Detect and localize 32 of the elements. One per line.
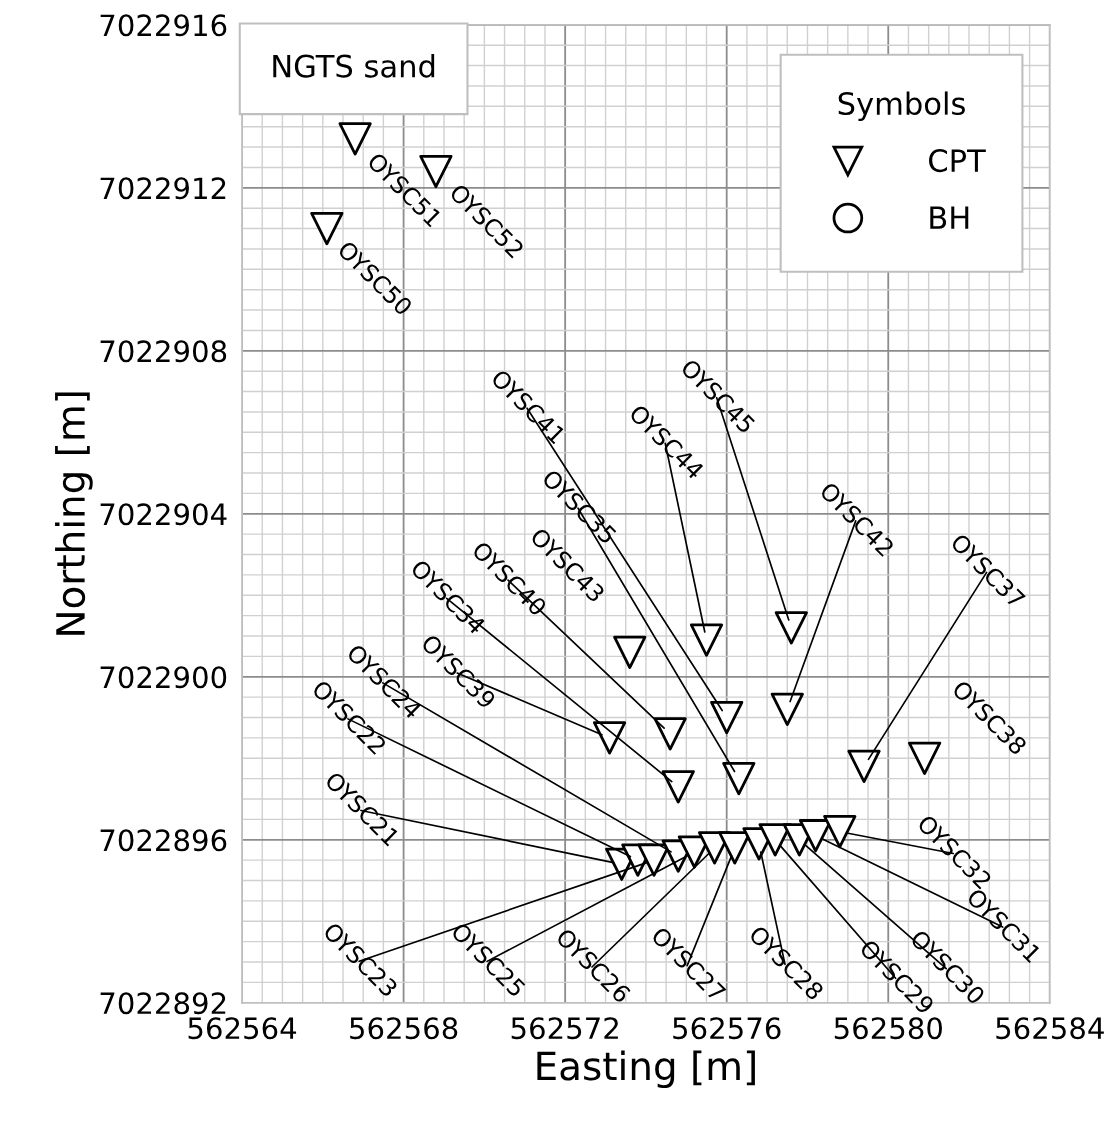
point (653, 717, 687, 751)
annotation: NGTS sand (273, 54, 435, 78)
point (908, 741, 942, 775)
point (823, 815, 857, 849)
x-tick-label: 562564 (188, 1017, 297, 1040)
point (338, 122, 372, 156)
x-tick-label: 562572 (511, 1017, 618, 1040)
y-tick-label: 7022892 (100, 992, 226, 1015)
y-axis-title: Northing [m] (55, 392, 93, 635)
x-axis-title: Easting [m] (537, 1050, 755, 1089)
point (661, 770, 695, 804)
point (613, 635, 647, 669)
point (722, 762, 756, 796)
legend-title: Symbols (838, 91, 965, 121)
y-tick-label: 7022912 (100, 177, 226, 200)
point (710, 700, 744, 735)
x-tick-label: 562584 (996, 1017, 1104, 1040)
x-tick-label: 562576 (673, 1017, 781, 1040)
y-tick-label: 7022896 (100, 829, 227, 852)
y-tick-label: 7022904 (100, 503, 227, 526)
legend-label: CPT (929, 149, 986, 173)
legend-label: BH (930, 206, 969, 229)
point (592, 721, 627, 755)
y-tick-label: 7022900 (100, 666, 227, 689)
point (770, 692, 804, 726)
point (847, 749, 881, 784)
point (774, 611, 808, 645)
x-tick-label: 562580 (834, 1017, 942, 1040)
x-tick-label: 562568 (350, 1017, 458, 1040)
y-tick-label: 7022908 (100, 340, 227, 363)
y-tick-label: 7022916 (100, 14, 227, 37)
point (689, 623, 724, 657)
